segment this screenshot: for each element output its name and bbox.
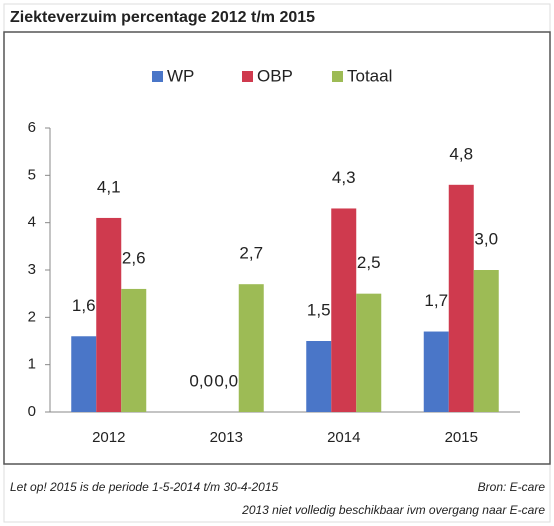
- legend-swatch: [152, 71, 163, 82]
- y-tick-label: 5: [28, 166, 36, 183]
- data-label: 0,0: [214, 371, 238, 390]
- legend-label: OBP: [257, 66, 293, 85]
- data-label: 2,5: [357, 253, 381, 272]
- footnote: Bron: E-care: [478, 480, 546, 494]
- data-label: 1,6: [72, 296, 96, 315]
- y-tick-label: 0: [28, 403, 36, 420]
- bar: [121, 288, 147, 412]
- legend-swatch: [332, 71, 343, 82]
- bar: [331, 208, 357, 412]
- chart-title: Ziekteverzuim percentage 2012 t/m 2015: [10, 9, 315, 26]
- x-tick-label: 2015: [445, 429, 478, 446]
- data-label: 2,7: [239, 244, 263, 263]
- bar: [473, 270, 499, 412]
- footnote: Let op! 2015 is de periode 1-5-2014 t/m …: [10, 480, 279, 494]
- bar: [238, 284, 264, 412]
- y-tick-label: 2: [28, 308, 36, 325]
- legend-label: Totaal: [347, 66, 392, 85]
- x-tick-label: 2013: [210, 429, 243, 446]
- footnote: 2013 niet volledig beschikbaar ivm overg…: [241, 503, 545, 517]
- data-label: 1,5: [307, 300, 331, 319]
- bar: [71, 336, 97, 412]
- data-label: 3,0: [474, 229, 498, 248]
- chart-frame: [3, 31, 551, 465]
- data-label: 4,1: [97, 177, 121, 196]
- bar: [306, 341, 332, 412]
- bar: [96, 217, 122, 412]
- data-label: 0,0: [189, 371, 213, 390]
- x-tick-label: 2014: [327, 429, 360, 446]
- y-tick-label: 6: [28, 119, 36, 136]
- bar: [448, 184, 474, 412]
- x-tick-label: 2012: [92, 429, 125, 446]
- data-label: 4,3: [332, 168, 356, 187]
- data-label: 4,8: [449, 144, 473, 163]
- bar: [356, 293, 382, 412]
- y-tick-label: 1: [28, 356, 36, 373]
- data-label: 1,7: [424, 291, 448, 310]
- y-tick-label: 4: [28, 214, 36, 231]
- bar: [423, 331, 449, 412]
- legend-swatch: [242, 71, 253, 82]
- legend-label: WP: [167, 66, 194, 85]
- y-tick-label: 3: [28, 261, 36, 278]
- data-label: 2,6: [122, 248, 146, 267]
